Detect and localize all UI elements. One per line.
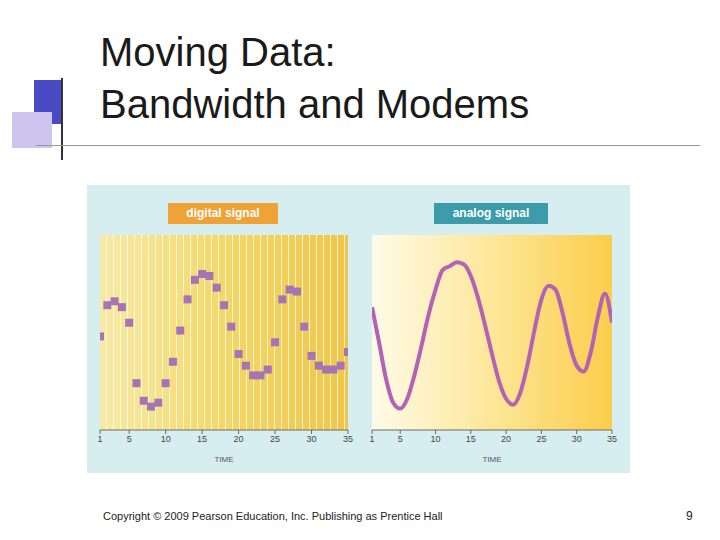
html-text:Bandwidth and Modems: Bandwidth and Modems: [100, 82, 530, 126]
html-text:Copyright © 2009 Pearson Educa: Copyright © 2009 Pearson Education, Inc.…: [103, 510, 443, 522]
svg-text:1: 1: [97, 434, 102, 444]
html-text:analog signal: analog signal: [452, 206, 530, 220]
svg-text:35: 35: [343, 434, 353, 444]
svg-text:10: 10: [431, 434, 441, 444]
svg-text:TIME: TIME: [214, 455, 233, 464]
html-text:9: 9: [686, 509, 693, 523]
svg-text:30: 30: [572, 434, 582, 444]
svg-text:20: 20: [234, 434, 244, 444]
html-text:Moving Data:: Moving Data:: [100, 30, 336, 74]
svg-text:5: 5: [127, 434, 132, 444]
svg-text:TIME: TIME: [482, 455, 501, 464]
svg-text:30: 30: [307, 434, 317, 444]
svg-text:25: 25: [536, 434, 546, 444]
svg-text:5: 5: [398, 434, 403, 444]
svg-text:10: 10: [161, 434, 171, 444]
svg-text:20: 20: [501, 434, 511, 444]
svg-text:35: 35: [607, 434, 617, 444]
svg-text:25: 25: [270, 434, 280, 444]
svg-text:15: 15: [466, 434, 476, 444]
html-text:digital signal: digital signal: [186, 206, 260, 220]
svg-text:1: 1: [369, 434, 374, 444]
svg-text:15: 15: [197, 434, 207, 444]
